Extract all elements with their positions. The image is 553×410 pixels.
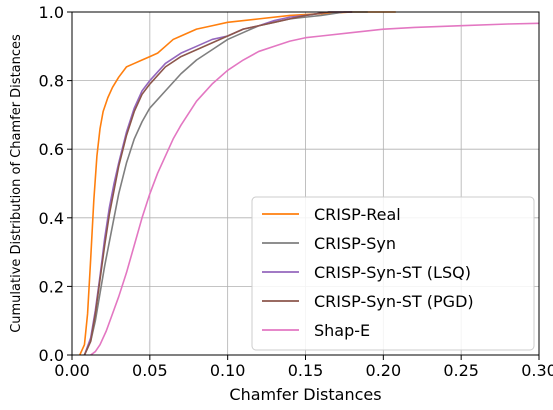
x-tick-label: 0.00 xyxy=(54,361,90,380)
legend-label: CRISP-Syn-ST (LSQ) xyxy=(314,263,471,282)
series-layer xyxy=(79,11,540,356)
x-tick-label: 0.15 xyxy=(288,361,324,380)
x-tick-label: 0.20 xyxy=(366,361,402,380)
series-line-5 xyxy=(90,22,540,356)
y-tick-label: 0.6 xyxy=(39,140,64,159)
x-tick-label: 0.10 xyxy=(210,361,246,380)
y-tick-label: 0.0 xyxy=(39,346,64,365)
legend-label: Shap-E xyxy=(314,321,370,340)
legend-label: CRISP-Syn-ST (PGD) xyxy=(314,292,474,311)
y-axis-label: Cumulative Distribution of Chamfer Dista… xyxy=(9,34,24,333)
y-tick-label: 0.4 xyxy=(39,209,64,228)
x-axis-label: Chamfer Distances xyxy=(229,385,381,404)
y-tick-label: 0.8 xyxy=(39,72,64,91)
legend-box xyxy=(251,196,535,351)
legend: CRISP-Real CRISP-Syn CRISP-Syn-ST (LSQ) CRI… xyxy=(251,196,535,351)
legend-label: CRISP-Syn xyxy=(314,234,396,253)
legend-label: CRISP-Real xyxy=(314,205,401,224)
y-tick-label: 0.2 xyxy=(39,277,64,296)
x-tick-label: 0.30 xyxy=(521,361,553,380)
x-tick-label: 0.25 xyxy=(443,361,479,380)
series-line-3 xyxy=(83,11,353,356)
series-line-4 xyxy=(83,11,353,356)
ticks-layer: 0.00 0.05 0.10 0.15 0.20 0.25 0.30 0.0 0.2 0.4 0.6… xyxy=(39,3,553,380)
x-tick-label: 0.05 xyxy=(132,361,168,380)
y-tick-label: 1.0 xyxy=(39,3,64,22)
series-line-1 xyxy=(79,11,396,356)
